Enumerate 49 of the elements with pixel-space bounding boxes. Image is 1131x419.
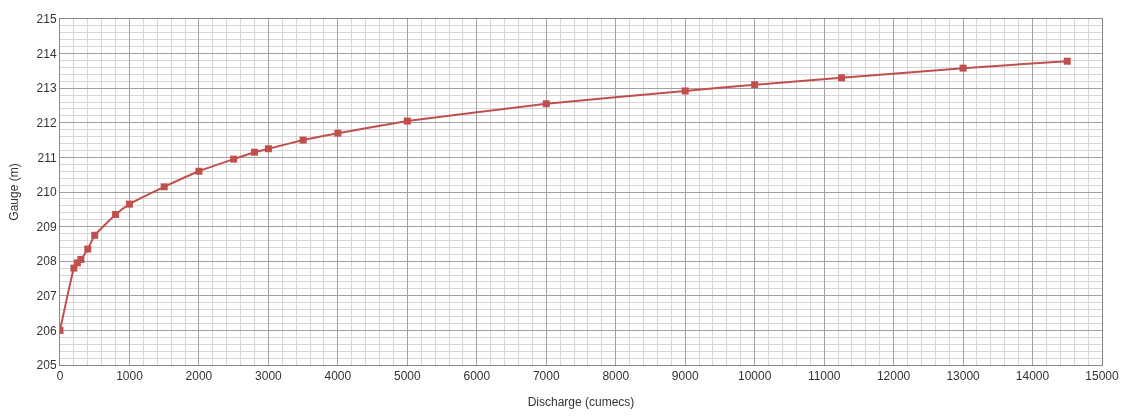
point — [751, 81, 759, 89]
point — [299, 136, 307, 144]
x-tick-label: 6000 — [463, 369, 491, 384]
x-tick-label: 4000 — [324, 369, 352, 384]
y-tick-label: 212 — [36, 116, 57, 130]
point — [125, 200, 133, 208]
point — [959, 64, 967, 72]
x-tick-label: 10000 — [737, 369, 772, 384]
x-tick-label: 2000 — [185, 369, 213, 384]
x-tick-label: 11000 — [807, 369, 841, 384]
x-tick-label: 0 — [56, 369, 64, 384]
point — [681, 87, 689, 95]
y-tick-label: 206 — [36, 323, 57, 338]
x-tick-label: 8000 — [602, 369, 630, 384]
point — [403, 117, 411, 125]
y-tick-label: 205 — [36, 358, 57, 373]
y-tick-label: 207 — [36, 289, 57, 303]
y-tick-label: 215 — [36, 12, 57, 27]
point — [70, 264, 78, 272]
point — [112, 210, 120, 218]
y-tick-label: 213 — [36, 81, 57, 96]
x-tick-label: 13000 — [946, 369, 981, 384]
point — [77, 255, 85, 263]
x-tick-label: 15000 — [1085, 369, 1120, 384]
x-tick-label: 3000 — [255, 369, 283, 384]
point — [84, 245, 92, 253]
point — [838, 74, 845, 82]
point — [264, 145, 272, 153]
point — [230, 155, 238, 163]
point — [160, 183, 168, 191]
y-axis-title: Gauge (m) — [6, 163, 21, 221]
x-axis-title: Discharge (cumecs) — [527, 395, 635, 410]
point — [91, 231, 99, 239]
point — [1063, 57, 1071, 65]
x-tick-label: 7000 — [532, 369, 560, 384]
point — [542, 100, 550, 108]
x-tick-label: 14000 — [1015, 369, 1050, 384]
y-tick-label: 211 — [37, 150, 57, 165]
point — [251, 148, 259, 156]
x-tick-label: 9000 — [671, 369, 699, 384]
x-tick-label: 1000 — [116, 369, 144, 384]
x-tick-label: 12000 — [876, 369, 911, 384]
point — [334, 129, 342, 137]
y-tick-label: 208 — [36, 254, 57, 269]
x-tick-label: 5000 — [393, 369, 421, 384]
y-tick-label: 209 — [36, 219, 57, 234]
y-tick-label: 214 — [36, 46, 57, 61]
point — [195, 167, 203, 175]
y-tick-label: 210 — [36, 185, 57, 200]
